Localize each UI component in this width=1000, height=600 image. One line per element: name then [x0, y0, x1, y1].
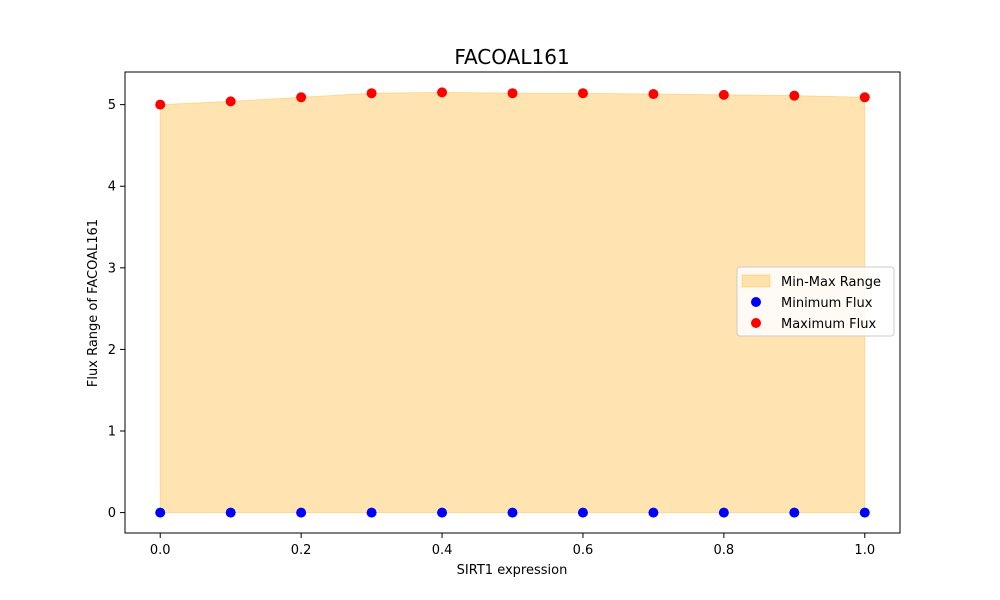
point-max-10 — [859, 92, 870, 103]
y-axis-label: Flux Range of FACOAL161 — [86, 219, 101, 387]
point-max-4 — [437, 87, 448, 98]
point-max-7 — [648, 89, 659, 100]
point-min-0 — [155, 507, 166, 518]
point-min-4 — [437, 507, 448, 518]
point-min-2 — [296, 507, 307, 518]
point-min-5 — [507, 507, 518, 518]
x-tick-label-0: 0.0 — [150, 543, 171, 558]
point-min-6 — [577, 507, 588, 518]
point-min-7 — [648, 507, 659, 518]
point-min-8 — [718, 507, 729, 518]
point-min-1 — [225, 507, 236, 518]
point-min-9 — [789, 507, 800, 518]
legend-label-range: Min-Max Range — [781, 275, 881, 290]
plot-frame — [124, 71, 901, 534]
y-tick-label-3: 3 — [108, 261, 116, 276]
y-tick-label-0: 0 — [108, 506, 116, 521]
point-max-1 — [225, 96, 236, 107]
y-tick-label-2: 2 — [108, 343, 116, 358]
point-max-9 — [789, 90, 800, 101]
legend-marker-max — [751, 318, 761, 328]
y-tick-label-4: 4 — [108, 180, 116, 195]
legend-marker-min — [751, 297, 761, 307]
x-tick-label-4: 0.8 — [714, 543, 735, 558]
point-max-8 — [718, 89, 729, 100]
x-tick-label-3: 0.6 — [573, 543, 594, 558]
y-tick-label-1: 1 — [108, 425, 116, 440]
x-tick-label-2: 0.4 — [432, 543, 453, 558]
y-tick-label-5: 5 — [108, 98, 116, 113]
point-max-6 — [577, 88, 588, 99]
point-max-3 — [366, 88, 377, 99]
legend-swatch-range — [741, 274, 771, 288]
legend-label-max: Maximum Flux — [781, 317, 877, 332]
point-max-5 — [507, 88, 518, 99]
plot-area — [155, 87, 870, 518]
point-min-3 — [366, 507, 377, 518]
y-axis-ticks: 0 1 2 3 4 5 — [108, 98, 125, 521]
point-min-10 — [859, 507, 870, 518]
x-tick-label-1: 0.2 — [291, 543, 312, 558]
x-axis-label: SIRT1 expression — [457, 563, 568, 578]
point-max-2 — [296, 92, 307, 103]
x-tick-label-5: 1.0 — [854, 543, 875, 558]
point-max-0 — [155, 99, 166, 110]
legend-box — [736, 266, 895, 337]
legend-label-min: Minimum Flux — [781, 296, 873, 311]
x-axis-ticks: 0.0 0.2 0.4 0.6 0.8 1.0 — [150, 533, 875, 558]
chart-title: FACOAL161 — [454, 45, 569, 69]
legend: Min-Max Range Minimum Flux Maximum Flux — [736, 266, 895, 337]
